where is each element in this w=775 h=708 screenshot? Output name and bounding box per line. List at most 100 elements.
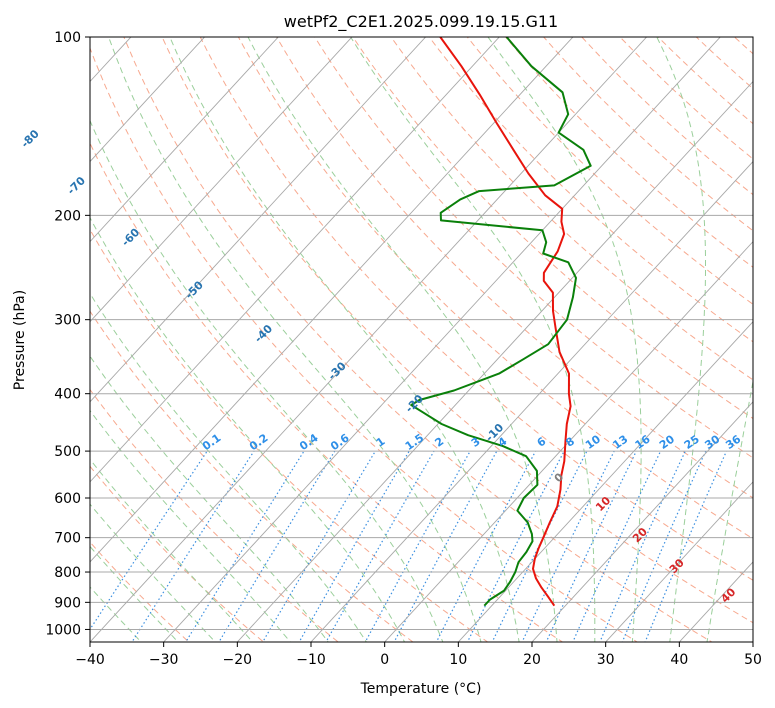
- mixing-ratio-line: [298, 450, 410, 642]
- isotherm-line: [384, 240, 753, 642]
- chart-title: wetPf2_C2E1.2025.099.19.15.G11: [284, 12, 558, 32]
- x-tick-label: 0: [380, 652, 389, 668]
- mixing-ratio-line: [491, 450, 588, 642]
- isotherm-line: [310, 160, 753, 642]
- y-tick-label: 400: [54, 387, 81, 403]
- y-tick-label: 100: [54, 30, 81, 46]
- y-tick-label: 800: [54, 565, 81, 581]
- isotherm-line: [90, 37, 574, 563]
- mixing-ratio-label: 36: [723, 432, 743, 452]
- mixing-ratio-line: [466, 450, 565, 642]
- dry-adiabat-line: [199, 37, 753, 581]
- x-tick-label: 20: [523, 652, 541, 668]
- dry-adiabat-label: -80: [19, 127, 42, 150]
- moist-adiabat-line: [90, 216, 406, 642]
- mixing-ratio-label: 1.5: [403, 431, 426, 453]
- mixing-ratio-line: [572, 450, 662, 642]
- y-tick-label: 600: [54, 491, 81, 507]
- dry-adiabat-label: -90: [0, 90, 2, 113]
- temperature-curve: [439, 37, 572, 607]
- dry-adiabat-label: -70: [65, 174, 88, 197]
- y-tick-label: 200: [54, 208, 81, 224]
- isotherm-line: [457, 321, 753, 642]
- dry-adiabat-label: -60: [119, 226, 142, 249]
- isotherm-line: [163, 37, 721, 642]
- mixing-ratio-line: [644, 450, 728, 642]
- y-tick-label: 300: [54, 313, 81, 329]
- moist-adiabat-line: [90, 355, 329, 642]
- x-tick-label: 10: [449, 652, 467, 668]
- dry-adiabat-line: [276, 37, 753, 499]
- dry-adiabat-line: [314, 37, 753, 459]
- x-tick-label: −30: [149, 652, 179, 668]
- dry-adiabat-line: [734, 37, 753, 55]
- mixing-ratio-line: [521, 450, 615, 642]
- x-axis-label: Temperature (°C): [360, 681, 482, 697]
- isotherm-line: [236, 80, 753, 642]
- dewpoint-curve: [410, 37, 592, 607]
- dry-adiabat-line: [90, 142, 564, 642]
- background-grid: [0, 24, 753, 654]
- mixing-ratio-line: [90, 450, 208, 631]
- mixing-ratio-label: 0.6: [328, 431, 352, 453]
- isotherm-line: [605, 481, 753, 642]
- isotherm-line: [90, 37, 500, 483]
- axes: −40 −30 −20 −10 0 10 20 30 40 5010009008007006005…: [45, 30, 762, 668]
- isotherm-line: [0, 24, 69, 654]
- mixing-ratio-line: [621, 450, 707, 642]
- mixing-ratio-line: [545, 450, 637, 642]
- moist-adiabat-line: [90, 409, 291, 642]
- dry-adiabat-line: [543, 37, 753, 232]
- isotherm-line: [531, 401, 753, 642]
- mixing-ratio-line: [599, 450, 686, 642]
- plot-frame: [89, 36, 754, 643]
- dry-adiabat-line: [161, 37, 753, 624]
- moist-adiabat-line: [169, 37, 520, 642]
- moist-adiabat-line: [90, 545, 179, 642]
- x-tick-label: 30: [597, 652, 615, 668]
- dry-adiabat-line: [90, 388, 340, 642]
- x-tick-label: −40: [75, 652, 105, 668]
- isotherm-line: [90, 37, 427, 403]
- isotherm-line: [678, 561, 753, 642]
- moist-adiabat-label: 20: [630, 525, 650, 545]
- sounding-curves: [410, 37, 592, 607]
- mixing-ratio-line: [325, 450, 435, 642]
- moist-adiabat-line: [656, 37, 706, 642]
- moist-adiabat-line: [90, 458, 254, 642]
- y-tick-label: 500: [54, 444, 81, 460]
- mixing-ratio-label: 6: [535, 435, 549, 450]
- mixing-ratio-line: [262, 450, 376, 642]
- dry-adiabat-line: [505, 37, 753, 268]
- dry-adiabat-label: -40: [252, 322, 275, 345]
- moist-adiabat-line: [350, 37, 596, 642]
- dry-adiabat-line: [123, 37, 713, 642]
- line-labels: -100-90-80-70-60-50-40-30-20-100.10.20.4…: [0, 90, 744, 605]
- dry-adiabat-line: [428, 37, 753, 343]
- isotherm-line: [90, 37, 648, 642]
- isotherm-line: [90, 37, 353, 323]
- dry-adiabat-line: [90, 228, 489, 642]
- x-tick-label: 40: [670, 652, 688, 668]
- mixing-ratio-label: 13: [610, 432, 630, 451]
- dry-adiabat-line: [90, 310, 414, 642]
- mixing-ratio-line: [393, 450, 498, 642]
- y-axis-label: Pressure (hPa): [12, 290, 28, 390]
- mixing-ratio-line: [364, 450, 471, 642]
- mixing-ratio-label: 0.1: [200, 431, 223, 453]
- moist-adiabat-label: 0: [552, 470, 567, 485]
- y-tick-label: 700: [54, 531, 81, 547]
- moist-adiabat-line: [90, 292, 367, 642]
- y-tick-label: 900: [54, 595, 81, 611]
- dry-adiabat-line: [619, 37, 753, 160]
- moist-adiabat-line: [108, 37, 482, 642]
- dry-adiabat-line: [90, 465, 265, 642]
- moist-adiabat-label: 10: [593, 494, 613, 514]
- mixing-ratio-label: 25: [682, 433, 702, 452]
- moist-adiabat-line: [247, 37, 558, 642]
- x-tick-label: 50: [744, 652, 762, 668]
- dry-adiabat-line: [695, 37, 753, 90]
- dry-adiabat-label: -50: [183, 278, 206, 301]
- y-tick-label: 1000: [45, 622, 81, 638]
